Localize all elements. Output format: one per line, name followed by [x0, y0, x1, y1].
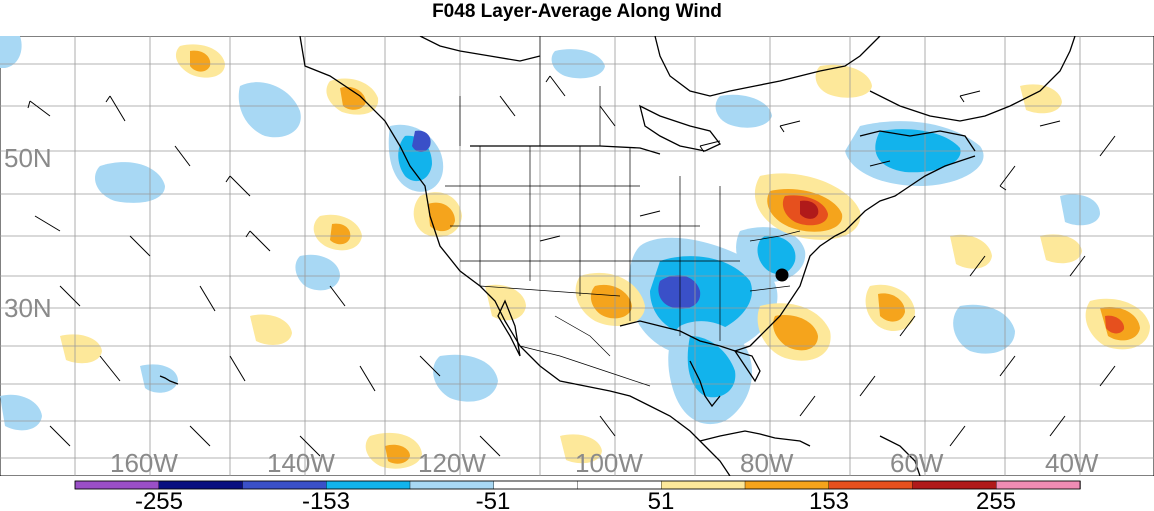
colorbar-label-153: 153	[809, 488, 849, 511]
colorbar: -255 -153 -51 51 153 255	[74, 480, 1081, 511]
colorbar-swatches	[74, 480, 1081, 490]
lon-label-160w: 160W	[110, 448, 178, 476]
lon-label-60w: 60W	[890, 448, 944, 476]
lat-lon-grid	[0, 36, 1154, 476]
positive-anomaly-shading	[60, 44, 1150, 469]
lon-label-120w: 120W	[418, 448, 486, 476]
coastlines	[159, 36, 1076, 476]
colorbar-label-neg255: -255	[135, 488, 183, 511]
lon-label-100w: 100W	[575, 448, 643, 476]
colorbar-label-neg51: -51	[476, 488, 511, 511]
wind-barbs	[27, 75, 1116, 457]
location-dot-marker	[775, 268, 789, 282]
colorbar-label-51: 51	[648, 488, 675, 511]
lon-label-40w: 40W	[1045, 448, 1099, 476]
lat-label-50n: 50N	[4, 143, 52, 173]
weather-map: 50N 30N 160W 140W 120W 100W 80W 60W 40W	[0, 36, 1154, 476]
lat-label-30n: 30N	[4, 293, 52, 323]
map-title: F048 Layer-Average Along Wind	[432, 1, 722, 22]
colorbar-label-255: 255	[976, 488, 1016, 511]
lon-label-140w: 140W	[267, 448, 335, 476]
lon-label-80w: 80W	[740, 448, 794, 476]
colorbar-label-neg153: -153	[302, 488, 350, 511]
political-borders	[445, 36, 801, 387]
